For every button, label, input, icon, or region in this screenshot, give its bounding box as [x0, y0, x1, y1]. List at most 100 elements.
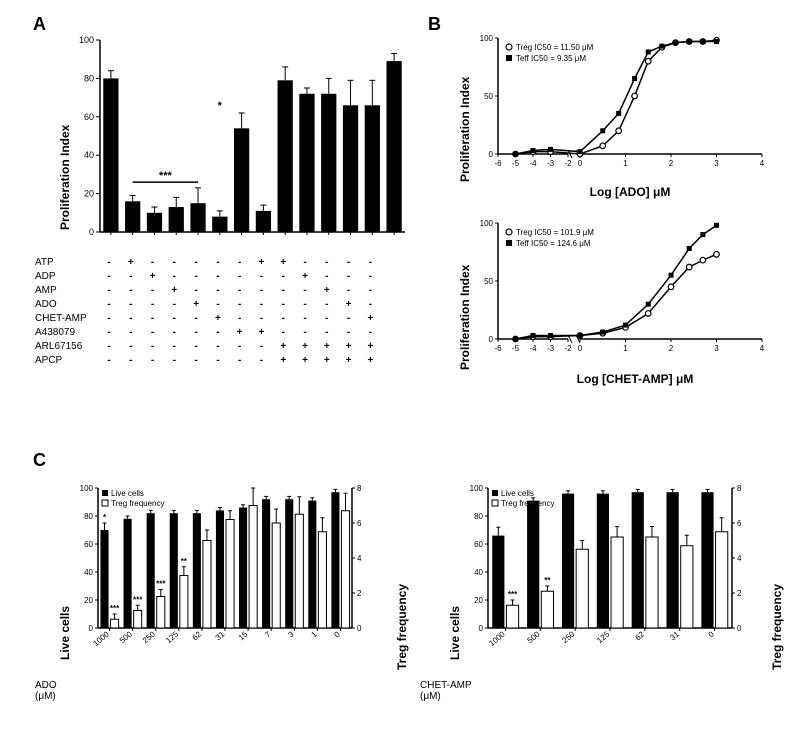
panel-a-treatment-labels: ATPADPAMPADOCHET-AMPA438079ARL67156APCP [35, 256, 87, 368]
svg-text:-3: -3 [547, 344, 555, 353]
svg-text:4: 4 [737, 554, 742, 563]
svg-text:Live cells: Live cells [111, 489, 144, 498]
svg-text:-5: -5 [512, 159, 520, 168]
svg-text:Treg frequency: Treg frequency [111, 499, 165, 508]
svg-text:0: 0 [357, 624, 362, 633]
panel-c-left-ylabel-r: Treg frequency [395, 584, 409, 670]
panel-b-label: B [428, 14, 441, 35]
svg-text:500: 500 [118, 629, 134, 645]
svg-text:15: 15 [237, 629, 250, 642]
svg-text:500: 500 [526, 629, 542, 645]
svg-text:**: ** [181, 557, 188, 566]
svg-text:4: 4 [357, 554, 362, 563]
panel-c-label: C [33, 450, 46, 471]
svg-text:2: 2 [669, 344, 674, 353]
svg-text:0: 0 [578, 344, 583, 353]
svg-text:100: 100 [80, 484, 94, 493]
svg-text:100: 100 [480, 219, 494, 228]
svg-text:**: ** [544, 576, 551, 585]
svg-text:***: *** [235, 186, 249, 198]
panel-c-left-xlabel: ADO(μM) [35, 680, 57, 702]
svg-text:31: 31 [214, 629, 227, 642]
svg-text:***: *** [133, 595, 143, 604]
svg-text:250: 250 [141, 629, 157, 645]
panel-b-top-chart: 050100-6-5-4-3-201234Treg IC50 = 11.50 μ… [470, 30, 770, 180]
svg-text:-4: -4 [529, 344, 537, 353]
svg-text:50: 50 [484, 92, 493, 101]
svg-text:0: 0 [578, 159, 583, 168]
svg-text:*: * [218, 100, 223, 112]
panel-a-treatment-matrix: -+-----++------+------+------+------+---… [100, 256, 383, 368]
svg-text:40: 40 [84, 150, 94, 160]
svg-text:-4: -4 [529, 159, 537, 168]
svg-text:Treg frequency: Treg frequency [501, 499, 555, 508]
svg-text:1000: 1000 [91, 629, 111, 648]
panel-c-left-chart: 0204060801000246810005002501256231157310… [70, 480, 380, 670]
svg-text:2: 2 [669, 159, 674, 168]
svg-text:100: 100 [480, 34, 494, 43]
svg-text:6: 6 [737, 519, 742, 528]
svg-text:1: 1 [623, 344, 628, 353]
svg-text:1: 1 [623, 159, 628, 168]
svg-text:8: 8 [357, 484, 362, 493]
svg-text:Teff IC50 = 9.35 μM: Teff IC50 = 9.35 μM [516, 54, 586, 63]
svg-text:40: 40 [84, 568, 93, 577]
svg-text:-2: -2 [564, 159, 572, 168]
panel-a-chart: 020406080100******* [70, 30, 410, 250]
svg-text:80: 80 [84, 73, 94, 83]
svg-text:6: 6 [357, 519, 362, 528]
panel-b-bottom-xlabel: Log [CHET-AMP] μM [545, 372, 725, 386]
svg-text:3: 3 [714, 344, 719, 353]
svg-text:250: 250 [560, 629, 576, 645]
svg-text:20: 20 [84, 189, 94, 199]
svg-text:-6: -6 [494, 159, 502, 168]
svg-text:0: 0 [737, 624, 742, 633]
svg-text:8: 8 [737, 484, 742, 493]
svg-text:-3: -3 [547, 159, 555, 168]
svg-text:80: 80 [474, 512, 483, 521]
svg-text:125: 125 [164, 629, 180, 645]
svg-text:***: *** [159, 170, 173, 182]
svg-text:0: 0 [89, 227, 94, 237]
svg-text:***: *** [156, 580, 166, 589]
svg-text:2: 2 [737, 589, 742, 598]
svg-text:60: 60 [474, 540, 483, 549]
svg-text:80: 80 [84, 512, 93, 521]
svg-text:100: 100 [79, 35, 94, 45]
svg-text:0: 0 [89, 624, 94, 633]
panel-c-right-chart: 02040608010002468100050025012562310*****… [460, 480, 760, 670]
panel-c-right-xlabel: CHET-AMP(μM) [420, 680, 472, 702]
panel-b-bottom-chart: 0 50 100 -6 -5 -4 -3 -2 0 1 2 3 4 Treg IC50 = 101.9 μ… [470, 215, 770, 365]
panel-c-right-ylabel-r: Treg frequency [770, 584, 784, 670]
svg-text:31: 31 [668, 629, 681, 642]
svg-text:0: 0 [479, 624, 484, 633]
svg-text:20: 20 [474, 596, 483, 605]
svg-text:60: 60 [84, 540, 93, 549]
svg-text:-6: -6 [494, 344, 502, 353]
svg-text:-5: -5 [512, 344, 520, 353]
svg-text:4: 4 [760, 344, 765, 353]
svg-text:50: 50 [484, 277, 493, 286]
svg-text:0: 0 [489, 335, 494, 344]
svg-text:62: 62 [191, 629, 204, 642]
svg-text:3: 3 [714, 159, 719, 168]
panel-b-top-xlabel: Log [ADO] μM [560, 185, 700, 199]
svg-text:62: 62 [634, 629, 647, 642]
svg-text:100: 100 [470, 484, 484, 493]
svg-text:20: 20 [84, 596, 93, 605]
svg-text:***: *** [508, 590, 518, 599]
svg-text:***: *** [110, 604, 120, 613]
svg-text:2: 2 [357, 589, 362, 598]
panel-a-label: A [33, 14, 46, 35]
svg-text:-2: -2 [564, 344, 572, 353]
svg-text:Live cells: Live cells [501, 489, 534, 498]
svg-text:60: 60 [84, 112, 94, 122]
svg-text:Teff IC50 = 124.6 μM: Teff IC50 = 124.6 μM [516, 239, 591, 248]
svg-text:125: 125 [595, 629, 611, 645]
svg-text:1000: 1000 [487, 629, 507, 648]
svg-text:Treg IC50 = 101.9 μM: Treg IC50 = 101.9 μM [516, 228, 594, 237]
svg-text:Treg IC50 = 11.50 μM: Treg IC50 = 11.50 μM [516, 43, 594, 52]
svg-text:*: * [103, 513, 107, 522]
svg-text:0: 0 [489, 150, 494, 159]
svg-text:40: 40 [474, 568, 483, 577]
